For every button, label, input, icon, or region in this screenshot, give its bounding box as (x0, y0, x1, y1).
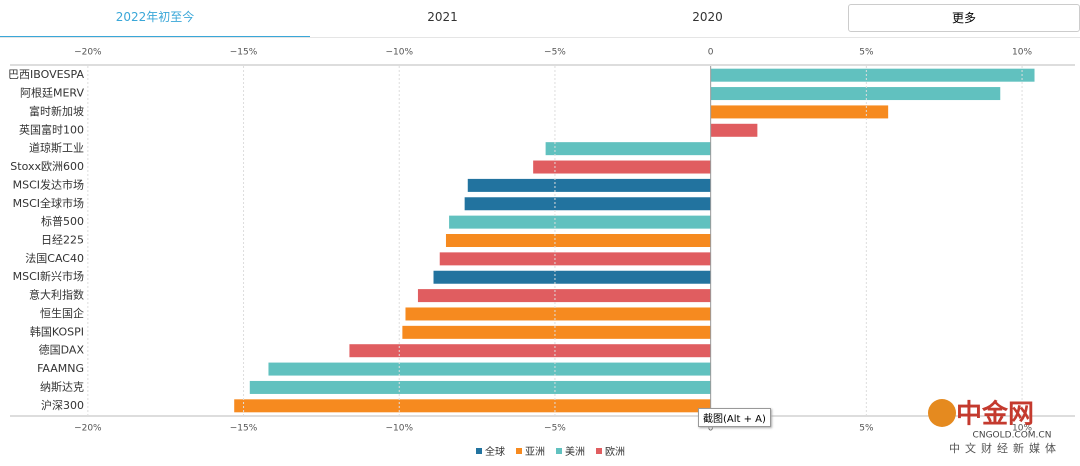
watermark-slogan: 中文财经新媒体 (949, 441, 1061, 455)
y-tick-label: 韩国KOSPI (30, 324, 84, 338)
legend-swatch (516, 448, 522, 454)
x-tick-label: 0 (708, 424, 714, 434)
bar (710, 123, 758, 137)
y-tick-label: 日经225 (41, 234, 84, 247)
divider (0, 37, 1080, 38)
x-tick-label: 10% (1012, 48, 1032, 58)
y-tick-label: FAAMNG (37, 362, 84, 375)
y-tick-label: 阿根廷MERV (20, 86, 84, 100)
legend-label: 亚洲 (525, 446, 545, 458)
x-tick-label: −10% (385, 424, 413, 434)
y-tick-label: 纳斯达克 (40, 380, 84, 393)
legend-swatch (596, 448, 602, 454)
y-tick-label: 英国富时100 (19, 122, 84, 136)
x-tick-label: −15% (230, 48, 258, 58)
bar (433, 270, 711, 284)
y-tick-label: 巴西IBOVESPA (8, 68, 84, 81)
x-tick-label: −15% (230, 424, 258, 434)
bar (710, 68, 1035, 82)
bar (710, 87, 1001, 101)
x-tick-label: −5% (544, 424, 566, 434)
legend-swatch (556, 448, 562, 454)
x-tick-label: 5% (859, 48, 874, 58)
y-tick-label: 富时新加坡 (29, 104, 84, 118)
bar (533, 160, 711, 174)
tooltip: 截图(Alt + A) (698, 408, 771, 427)
y-tick-label: MSCI全球市场 (13, 196, 84, 210)
bar (349, 344, 711, 358)
legend-label: 美洲 (565, 445, 585, 458)
y-tick-label: 标普500 (41, 214, 84, 228)
bar (402, 325, 711, 339)
x-tick-label: −5% (544, 48, 566, 58)
bar (268, 362, 711, 376)
y-tick-label: 恒生国企 (40, 306, 84, 320)
bar (417, 289, 711, 303)
watermark-logo (928, 399, 956, 427)
y-tick-label: Stoxx欧洲600 (10, 160, 84, 173)
tab[interactable]: 2021 (427, 10, 458, 24)
bar (545, 142, 711, 156)
x-tick-label: 0 (708, 48, 714, 58)
bar (467, 178, 711, 192)
y-tick-label: 沪深300 (41, 398, 84, 412)
bar (464, 197, 711, 211)
x-tick-label: 10% (1012, 424, 1032, 434)
bar (445, 234, 711, 247)
x-tick-label: −20% (74, 48, 102, 58)
legend-label: 全球 (485, 445, 505, 458)
y-tick-label: MSCI新兴市场 (13, 269, 84, 283)
x-tick-label: 5% (859, 424, 874, 434)
bar (405, 307, 711, 321)
bar (234, 399, 711, 413)
y-tick-label: 法国CAC40 (25, 251, 84, 265)
watermark-brand: 中金网 (956, 399, 1034, 430)
x-tick-label: −10% (385, 48, 413, 58)
y-tick-label: 道琼斯工业 (29, 141, 84, 155)
y-tick-label: 德国DAX (39, 343, 85, 357)
bar (449, 215, 711, 229)
y-tick-label: MSCI发达市场 (13, 177, 84, 191)
legend-label: 欧洲 (605, 446, 625, 458)
bar (710, 105, 889, 119)
bar (439, 252, 711, 266)
legend-swatch (476, 448, 482, 454)
y-tick-label: 意大利指数 (29, 288, 84, 302)
watermark-domain: CNGOLD.COM.CN (973, 431, 1052, 441)
bar (249, 380, 711, 394)
tab[interactable]: 2020 (692, 10, 723, 24)
x-tick-label: −20% (74, 424, 102, 434)
